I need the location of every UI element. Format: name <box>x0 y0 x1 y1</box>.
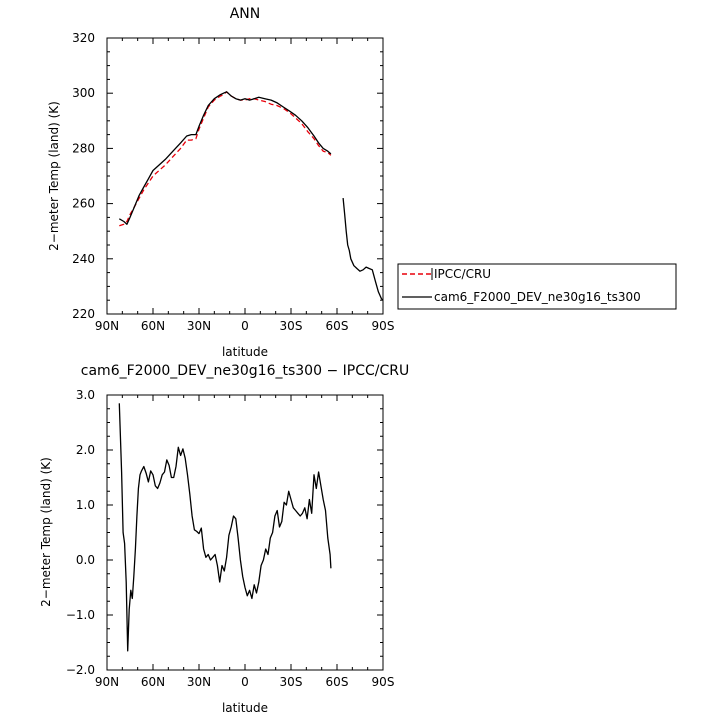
top-y-tick-label: 220 <box>72 307 95 321</box>
bottom-y-tick-label: −1.0 <box>66 608 95 622</box>
bottom-y-tick-label: 3.0 <box>76 388 95 402</box>
bottom-y-tick-label: 0.0 <box>76 553 95 567</box>
top-series-line-2 <box>342 198 384 301</box>
top-y-tick-label: 300 <box>72 86 95 100</box>
top-x-axis-label: latitude <box>222 345 268 359</box>
bottom-plot-frame <box>106 394 384 671</box>
bottom-x-tick-label: 30N <box>187 675 211 689</box>
top-x-tick-label: 60N <box>141 319 165 333</box>
legend-label-ipcc: IPCC/CRU <box>434 267 491 281</box>
top-y-tick-label: 260 <box>72 197 95 211</box>
top-x-tick-label: 90S <box>372 319 395 333</box>
top-x-tick-label: 30S <box>280 319 303 333</box>
bottom-x-tick-label: 60N <box>141 675 165 689</box>
bottom-y-tick-label: 1.0 <box>76 498 95 512</box>
top-x-tick-label: 60S <box>326 319 349 333</box>
bottom-chart: cam6_F2000_DEV_ne30g16_ts300 − IPCC/CRU … <box>39 363 409 715</box>
bottom-x-axis-label: latitude <box>222 701 268 715</box>
bottom-x-tick-label: 90S <box>372 675 395 689</box>
top-x-tick-label: 30N <box>187 319 211 333</box>
bottom-y-tick-label: −2.0 <box>66 663 95 677</box>
top-y-tick-label: 320 <box>72 31 95 45</box>
top-chart-title: ANN <box>230 6 261 22</box>
bottom-y-axis-label: 2−meter Temp (land) (K) <box>39 457 53 607</box>
top-plot-lines <box>118 91 384 301</box>
bottom-series-line-0 <box>118 403 332 652</box>
bottom-x-tick-label: 90N <box>95 675 119 689</box>
bottom-x-tick-label: 30S <box>280 675 303 689</box>
bottom-y-tick-label: 2.0 <box>76 443 95 457</box>
top-series-line-0 <box>119 91 332 227</box>
top-y-tick-label: 240 <box>72 252 95 266</box>
bottom-axis-ticks: 90N 60N 30N 0 30S 60S 90S −2.0 −1.0 0.0 1.0 2.0 3.0 <box>66 388 395 689</box>
top-chart: ANN 90N 60N 30N 0 30S 60S 90S 220 240 260 280 300 32… <box>47 6 677 359</box>
top-plot-frame <box>106 37 384 315</box>
top-y-tick-label: 280 <box>72 141 95 155</box>
top-axis-ticks: 90N 60N 30N 0 30S 60S 90S 220 240 260 280 300 320 <box>72 31 394 333</box>
bottom-x-tick-label: 0 <box>241 675 249 689</box>
top-y-axis-label: 2−meter Temp (land) (K) <box>47 101 61 251</box>
bottom-chart-title: cam6_F2000_DEV_ne30g16_ts300 − IPCC/CRU <box>81 363 409 379</box>
top-x-tick-label: 90N <box>95 319 119 333</box>
legend-label-cam6: cam6_F2000_DEV_ne30g16_ts300 <box>434 290 641 304</box>
top-x-tick-label: 0 <box>241 319 249 333</box>
legend: IPCC/CRU cam6_F2000_DEV_ne30g16_ts300 <box>397 263 677 310</box>
top-series-line-1 <box>118 91 332 225</box>
legend-box <box>397 263 677 310</box>
bottom-plot-lines <box>118 403 332 652</box>
bottom-x-tick-label: 60S <box>326 675 349 689</box>
